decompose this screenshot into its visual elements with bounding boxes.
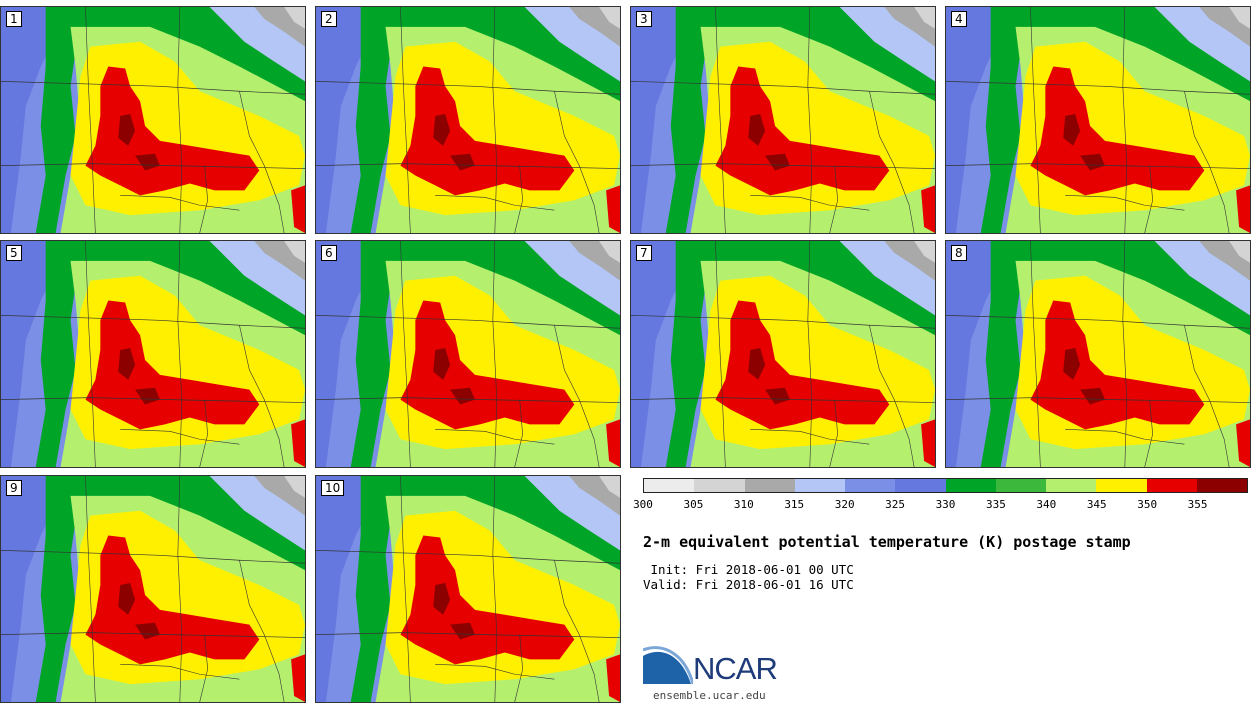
member-number-label: 10 (321, 480, 345, 496)
valid-time: Valid: Fri 2018-06-01 16 UTC (643, 577, 854, 592)
ensemble-member-panel: 7 (630, 240, 936, 468)
colorbar-swatch (744, 479, 795, 492)
chart-title: 2-m equivalent potential temperature (K)… (643, 533, 1131, 551)
colorbar-tick-label: 315 (784, 498, 805, 511)
map-field (316, 241, 620, 467)
ensemble-member-panel: 6 (315, 240, 621, 468)
colorbar-tick-label: 310 (733, 498, 754, 511)
member-number-label: 9 (6, 480, 22, 496)
ensemble-member-panel: 8 (945, 240, 1251, 468)
member-number-label: 6 (321, 245, 337, 261)
colorbar-swatch (794, 479, 845, 492)
map-field (631, 241, 935, 467)
colorbar-swatch (1196, 479, 1247, 492)
map-field (316, 476, 620, 702)
logo-url: ensemble.ucar.edu (653, 689, 766, 702)
colorbar-tick-label: 340 (1036, 498, 1057, 511)
member-number-label: 2 (321, 11, 337, 27)
colorbar-swatch (1096, 479, 1147, 492)
colorbar-tick-label: 330 (935, 498, 956, 511)
init-time: Init: Fri 2018-06-01 00 UTC (643, 562, 854, 577)
colorbar-swatch (945, 479, 996, 492)
ncar-logo-text: NCAR (693, 651, 778, 686)
colorbar-swatch (995, 479, 1046, 492)
map-field (946, 241, 1250, 467)
ensemble-member-panel: 3 (630, 6, 936, 234)
colorbar-swatch (694, 479, 745, 492)
map-field (1, 476, 305, 702)
ncar-logo-icon (643, 646, 693, 685)
map-field (1, 241, 305, 467)
colorbar-swatch (1046, 479, 1097, 492)
colorbar-tick-label: 300 (633, 498, 653, 511)
colorbar-tick-label: 335 (985, 498, 1006, 511)
map-field (316, 7, 620, 233)
ensemble-member-panel: 4 (945, 6, 1251, 234)
colorbar-swatch (845, 479, 896, 492)
ensemble-member-panel: 5 (0, 240, 306, 468)
member-number-label: 4 (951, 11, 967, 27)
map-field (631, 7, 935, 233)
colorbar-swatch (1146, 479, 1197, 492)
colorbar-tick-label: 355 (1187, 498, 1208, 511)
colorbar-swatch (644, 479, 695, 492)
member-number-label: 5 (6, 245, 22, 261)
ensemble-member-panel: 9 (0, 475, 306, 703)
colorbar-tick-label: 350 (1137, 498, 1158, 511)
map-field (946, 7, 1250, 233)
member-number-label: 3 (636, 11, 652, 27)
ensemble-member-panel: 2 (315, 6, 621, 234)
colorbar-tick-label: 305 (683, 498, 704, 511)
member-number-label: 7 (636, 245, 652, 261)
colorbar-tick-label: 320 (834, 498, 855, 511)
ensemble-member-panel: 10 (315, 475, 621, 703)
map-field (1, 7, 305, 233)
ensemble-member-panel: 1 (0, 6, 306, 234)
member-number-label: 8 (951, 245, 967, 261)
member-number-label: 1 (6, 11, 22, 27)
colorbar-tick-label: 345 (1086, 498, 1107, 511)
colorbar (643, 478, 1248, 493)
colorbar-tick-label: 325 (885, 498, 906, 511)
colorbar-swatch (895, 479, 946, 492)
